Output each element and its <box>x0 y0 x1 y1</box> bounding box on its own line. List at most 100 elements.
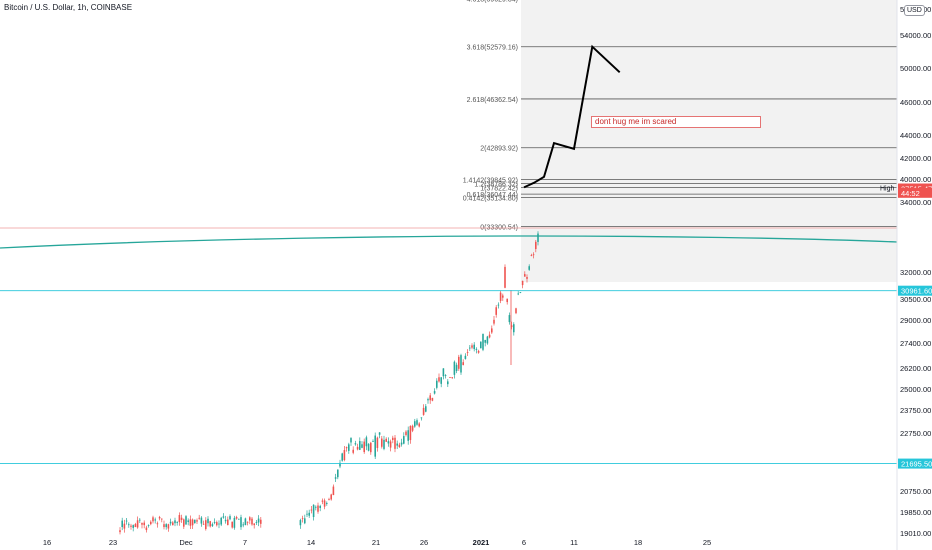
candle-body <box>194 519 196 524</box>
candle-body <box>224 519 227 522</box>
candle-body <box>484 339 486 343</box>
candle-body <box>431 397 434 401</box>
candle-body <box>211 524 214 527</box>
y-tick-label: 27400.00 <box>900 339 931 348</box>
annotation-note[interactable]: dont hug me im scared <box>591 116 761 128</box>
candle-body <box>209 521 211 527</box>
candle-body <box>205 520 207 530</box>
candle-body <box>422 407 425 415</box>
candle-body <box>348 444 350 451</box>
candle-body <box>130 525 132 527</box>
projection-path <box>523 44 621 189</box>
candle-body <box>378 432 381 435</box>
candle-body <box>389 441 392 448</box>
y-tick-label: 19850.00 <box>900 508 931 517</box>
candle-body <box>491 328 493 333</box>
candles-group <box>119 231 539 535</box>
candle-body <box>506 298 508 303</box>
x-tick-label: Dec <box>179 538 193 547</box>
x-tick-label: 2021 <box>473 538 490 547</box>
candle-body <box>530 255 533 256</box>
candle-body <box>532 254 535 256</box>
x-tick-label: 25 <box>703 538 711 547</box>
candle-body <box>352 449 354 453</box>
candle-body <box>458 356 460 369</box>
candle-body <box>442 368 445 377</box>
y-tick-label: 29000.00 <box>900 316 931 325</box>
y-tick-label: 19010.00 <box>900 529 931 538</box>
candle-body <box>396 443 398 446</box>
y-tick-label: 26200.00 <box>900 364 931 373</box>
y-tick-label: 40000.00 <box>900 175 931 184</box>
candle-body <box>253 523 255 526</box>
candle-body <box>343 449 346 461</box>
candle-body <box>312 504 315 518</box>
candle-body <box>394 437 396 449</box>
y-tick-label: 42000.00 <box>900 154 931 163</box>
candle-body <box>453 361 456 375</box>
candle-body <box>147 525 150 526</box>
candle-body <box>319 505 321 508</box>
candle-body <box>185 516 187 525</box>
candle-body <box>535 241 537 250</box>
candle-body <box>119 530 121 533</box>
moving-average-line <box>0 235 898 249</box>
candle-body <box>526 276 528 279</box>
candle-body <box>372 441 374 442</box>
candle-body <box>299 520 302 526</box>
candle-body <box>499 292 502 301</box>
price-tag-text: 21695.50 <box>901 460 932 469</box>
fib-level-label: 1.4142(39845.92) <box>463 178 518 185</box>
candle-body <box>169 521 172 524</box>
candle-body <box>161 518 163 520</box>
candle-body <box>416 420 418 425</box>
candle-body <box>359 441 361 450</box>
candle-body <box>440 377 442 384</box>
candle-body <box>257 518 260 523</box>
candle-body <box>411 425 414 431</box>
price-tag-bg <box>898 458 932 469</box>
y-tick-label: 54000.00 <box>900 31 931 40</box>
candle-body <box>356 446 359 450</box>
candle-body <box>128 524 130 526</box>
y-tick-label: 44000.00 <box>900 131 931 140</box>
candle-body <box>414 421 416 427</box>
candle-body <box>387 441 390 444</box>
candle-body <box>471 345 473 348</box>
candle-body <box>180 517 183 520</box>
x-tick-label: 16 <box>43 538 51 547</box>
candle-body <box>339 462 341 467</box>
candle-body <box>240 517 242 528</box>
candle-body <box>350 438 352 443</box>
candle-body <box>132 525 134 528</box>
y-tick-label: 34000.00 <box>900 198 931 207</box>
candle-body <box>220 517 222 525</box>
candle-body <box>233 517 236 528</box>
candle-body <box>502 295 504 298</box>
candle-body <box>227 519 229 526</box>
y-tick-label: 25000.00 <box>900 385 931 394</box>
candle-body <box>202 523 205 525</box>
candle-body <box>367 443 370 451</box>
x-tick-label: 11 <box>570 538 578 547</box>
candle-body <box>189 519 192 526</box>
y-tick-label: 20750.00 <box>900 487 931 496</box>
candle-body <box>308 512 310 516</box>
candle-body <box>383 439 385 449</box>
candle-body <box>345 447 348 449</box>
currency-badge[interactable]: USD <box>904 5 925 16</box>
candle-body <box>425 406 427 412</box>
candle-body <box>407 430 409 441</box>
fib-level-label: 1(37822.42) <box>480 185 518 192</box>
candle-body <box>510 325 513 328</box>
candle-body <box>156 523 159 525</box>
candle-body <box>139 519 141 521</box>
fib-level-label: 2.618(46362.54) <box>467 97 518 104</box>
candle-body <box>304 518 306 524</box>
candle-body <box>537 233 539 242</box>
candle-body <box>469 347 471 349</box>
candle-body <box>174 520 176 524</box>
price-tag-text: 44:52 <box>901 189 920 198</box>
y-tick-label: 32000.00 <box>900 268 931 277</box>
